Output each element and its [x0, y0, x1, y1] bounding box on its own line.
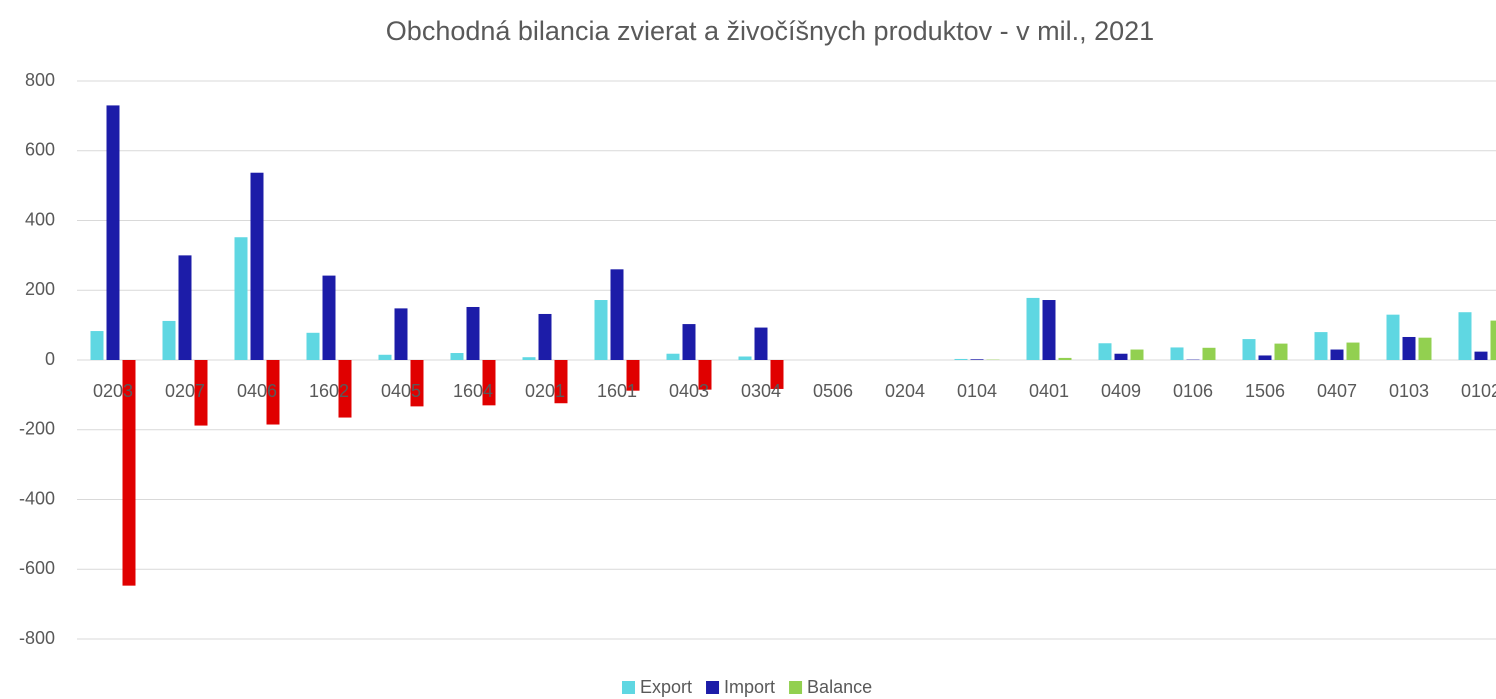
bar	[266, 360, 280, 425]
y-tick-label: 800	[25, 70, 55, 90]
legend-swatch	[789, 681, 803, 694]
x-tick-label: 1601	[597, 381, 637, 401]
x-tick-label: 0406	[237, 381, 277, 401]
bar	[1314, 332, 1328, 360]
bar	[682, 324, 696, 360]
y-tick-label: -200	[19, 419, 55, 439]
x-tick-label: 0203	[93, 381, 133, 401]
bar	[122, 360, 136, 586]
bar	[194, 360, 208, 426]
bar	[234, 237, 248, 360]
legend-swatch	[622, 681, 635, 694]
bar	[698, 360, 712, 390]
x-tick-label: 0201	[525, 381, 565, 401]
bar	[1202, 347, 1216, 360]
bar	[738, 356, 752, 360]
x-tick-label: 0405	[381, 381, 421, 401]
bar	[466, 306, 480, 360]
y-tick-label: -400	[19, 488, 55, 508]
bar	[554, 360, 568, 404]
bar	[1386, 314, 1400, 360]
x-tick-label: 0204	[885, 381, 925, 401]
bar	[1258, 355, 1272, 360]
bar	[1114, 353, 1128, 360]
bar	[770, 360, 784, 389]
labels: -800 -600 -400 -200 0 200 400 600 800 0203 0207 040…	[19, 70, 1496, 648]
bar	[610, 269, 624, 360]
x-tick-label: 0304	[741, 381, 781, 401]
bar	[322, 275, 336, 360]
bar	[162, 320, 176, 360]
bar	[482, 360, 496, 406]
bar	[450, 353, 464, 360]
bar	[970, 359, 984, 360]
bar	[250, 172, 264, 360]
x-tick-label: 0207	[165, 381, 205, 401]
x-tick-label: 0407	[1317, 381, 1357, 401]
bar	[394, 308, 408, 360]
x-tick-label: 1604	[453, 381, 493, 401]
x-tick-label: 0403	[669, 381, 709, 401]
legend-label: Export	[640, 677, 692, 697]
bar	[522, 357, 536, 360]
y-tick-label: -800	[19, 628, 55, 648]
bar	[306, 332, 320, 360]
bar	[1098, 343, 1112, 360]
bar	[1330, 349, 1344, 360]
bar	[1242, 339, 1256, 360]
bar	[1058, 357, 1072, 360]
y-tick-label: 600	[25, 140, 55, 160]
x-tick-label: 1506	[1245, 381, 1285, 401]
bar	[1490, 320, 1496, 360]
bar	[90, 331, 104, 360]
bar	[1458, 312, 1472, 360]
bar	[178, 255, 192, 360]
legend-label: Balance	[807, 677, 872, 697]
bar	[1274, 343, 1288, 360]
x-tick-label: 1602	[309, 381, 349, 401]
bar	[338, 360, 352, 418]
bar	[1130, 349, 1144, 360]
x-tick-label: 0506	[813, 381, 853, 401]
y-tick-label: 400	[25, 209, 55, 229]
y-tick-label: -600	[19, 558, 55, 578]
bar	[954, 358, 968, 360]
x-tick-label: 0409	[1101, 381, 1141, 401]
bar	[410, 360, 424, 407]
bar	[378, 354, 392, 360]
bars	[90, 105, 1496, 586]
chart-title: Obchodná bilancia zvierat a živočíšnych …	[386, 16, 1154, 46]
x-tick-label: 0401	[1029, 381, 1069, 401]
legend: Export Import Balance	[622, 677, 872, 697]
bar	[666, 353, 680, 360]
bar	[1170, 347, 1184, 360]
bar	[1474, 351, 1488, 360]
bar	[594, 300, 608, 360]
bar	[1418, 337, 1432, 360]
x-tick-label: 0102	[1461, 381, 1496, 401]
bar	[1042, 300, 1056, 360]
x-tick-label: 0103	[1389, 381, 1429, 401]
bar	[538, 313, 552, 360]
x-tick-label: 0106	[1173, 381, 1213, 401]
bar	[1402, 336, 1416, 360]
bar	[1346, 342, 1360, 360]
x-tick-label: 0104	[957, 381, 997, 401]
legend-label: Import	[724, 677, 775, 697]
y-tick-label: 200	[25, 279, 55, 299]
bar	[106, 105, 120, 360]
y-tick-label: 0	[45, 349, 55, 369]
bar	[1026, 297, 1040, 360]
bar	[754, 327, 768, 360]
bar	[626, 360, 640, 391]
legend-swatch	[706, 681, 720, 694]
